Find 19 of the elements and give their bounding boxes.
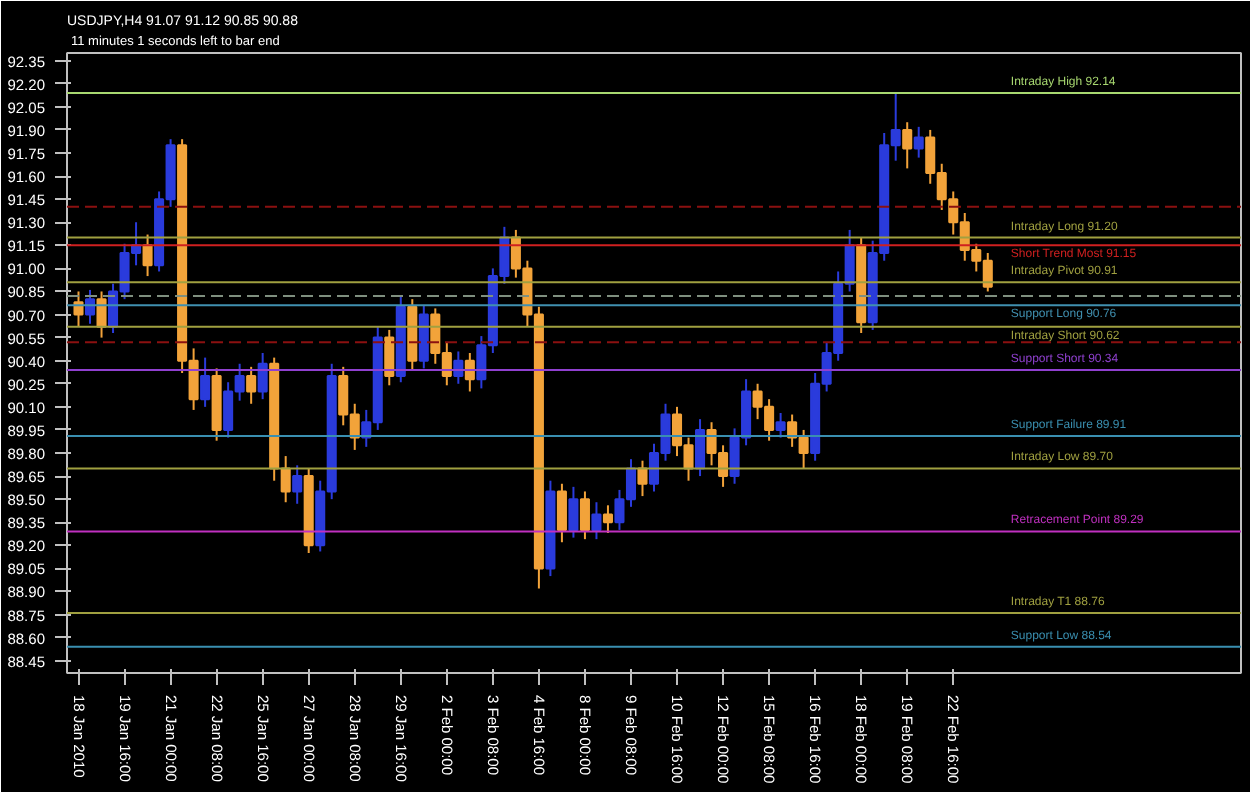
candlestick xyxy=(579,490,590,541)
candlestick xyxy=(142,233,153,278)
candlestick xyxy=(246,365,257,405)
candlestick xyxy=(418,304,429,370)
candlestick xyxy=(73,290,84,328)
candlestick xyxy=(775,412,786,439)
candlestick xyxy=(280,455,291,504)
candlestick xyxy=(384,328,395,387)
candlestick xyxy=(913,125,924,159)
candlestick xyxy=(257,352,268,401)
candlestick xyxy=(591,501,602,541)
candlestick xyxy=(292,464,303,505)
candlestick xyxy=(200,356,211,408)
candlestick xyxy=(902,121,913,170)
candlestick xyxy=(602,504,613,534)
candlestick xyxy=(568,485,579,539)
candlestick xyxy=(637,459,648,498)
candlestick xyxy=(84,288,96,325)
candlestick xyxy=(556,482,567,544)
